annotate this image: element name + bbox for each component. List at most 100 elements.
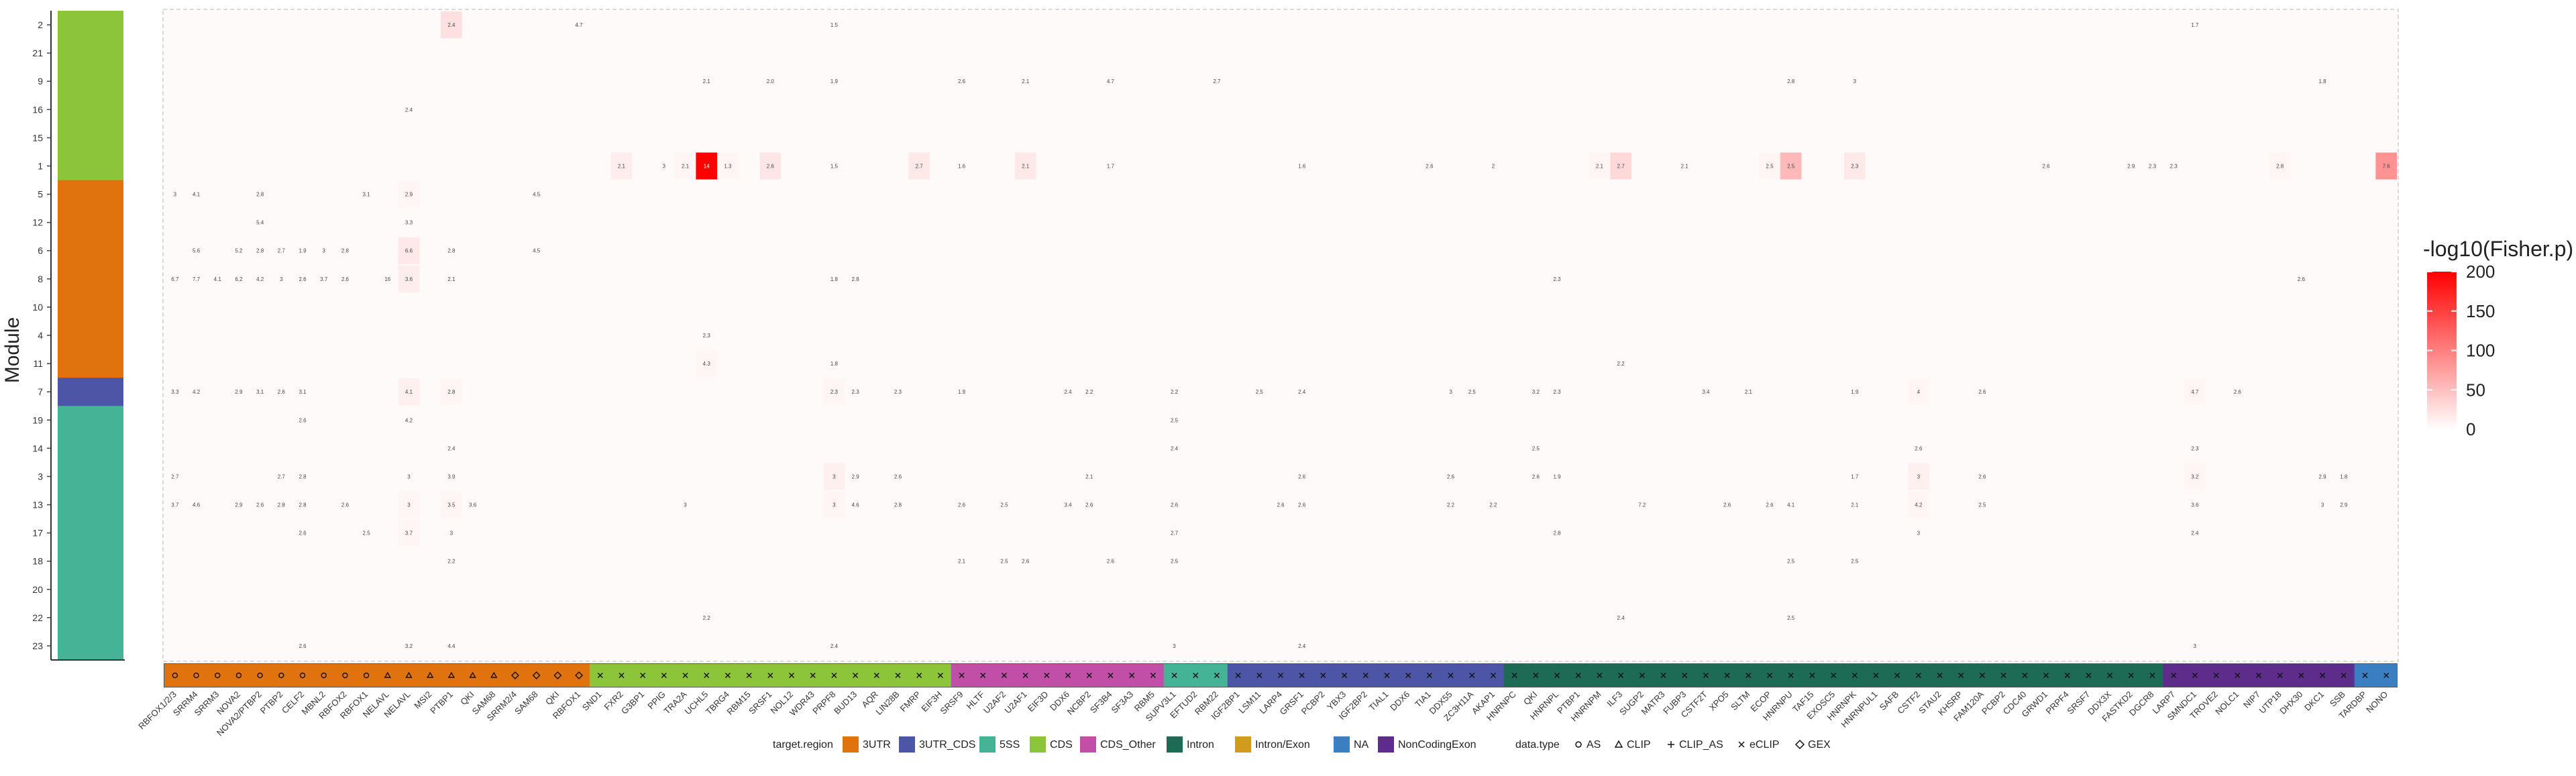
datatype-triangle-marker — [405, 671, 413, 678]
cell-label: 2.6 — [958, 502, 966, 508]
datatype-cross-marker — [1171, 673, 1177, 678]
cell-label: 2.3 — [830, 389, 839, 395]
datatype-cross-marker — [1703, 673, 1709, 678]
datatype-cross-marker — [873, 673, 879, 678]
heatmap-cell — [2375, 152, 2397, 180]
heatmap-cell — [1291, 491, 1313, 518]
datatype-cross-marker — [1766, 673, 1772, 678]
heatmap-cell — [1780, 491, 1802, 518]
cell-label: 2.4 — [447, 445, 455, 451]
cell-label: 1.9 — [958, 389, 966, 395]
cell-label: 2.4 — [1171, 445, 1179, 451]
heatmap-cell — [2312, 463, 2333, 490]
cell-label: 2.6 — [1171, 502, 1179, 508]
datatype-cross-marker — [1511, 673, 1517, 678]
module-swatch — [58, 95, 123, 124]
legend-tick-label: 0 — [2466, 419, 2475, 439]
module-swatch — [58, 208, 123, 237]
datatype-cross-marker — [1299, 673, 1305, 678]
heatmap-cell — [908, 152, 930, 180]
diamond-icon — [1794, 739, 1805, 750]
plot-background — [164, 11, 2397, 660]
heatmap-cell — [1163, 519, 1185, 547]
heatmap-cell — [823, 68, 845, 95]
cell-label: 2.9 — [852, 474, 860, 480]
datatype-cross-marker — [1362, 673, 1368, 678]
heatmap-cell — [292, 491, 313, 518]
module-swatch — [58, 490, 123, 520]
cell-label: 2.5 — [1256, 389, 1264, 395]
module-swatch — [58, 39, 123, 68]
heatmap-cell — [441, 632, 462, 659]
cell-label: 3 — [1917, 474, 1921, 480]
heatmap-cell — [292, 378, 313, 406]
cell-label: 3.1 — [299, 389, 307, 395]
cell-label: 2.7 — [916, 163, 924, 169]
heatmap-cell — [823, 11, 845, 39]
heatmap-cell — [398, 209, 420, 236]
region-legend-swatch — [1334, 736, 1350, 753]
cell-label: 4 — [1917, 389, 1921, 395]
module-swatch — [58, 123, 123, 153]
cell-label: 2.6 — [299, 643, 307, 649]
heatmap-cell — [1843, 378, 1866, 406]
heatmap-cell — [334, 237, 356, 264]
heatmap-cell — [2226, 378, 2249, 406]
heatmap-cell — [2332, 491, 2355, 518]
row-label: 5 — [38, 189, 43, 200]
datatype-legend-label: CLIP — [1627, 739, 1651, 751]
region-swatch — [356, 664, 378, 687]
cell-label: 2.1 — [1681, 163, 1689, 169]
heatmap-cell — [1440, 491, 1462, 518]
heatmap-cell — [1843, 463, 1866, 490]
datatype-cross-marker — [2213, 673, 2219, 678]
heatmap-cell — [1546, 265, 1568, 292]
datatype-cross-marker — [1426, 673, 1432, 678]
heatmap-cell — [1163, 435, 1185, 462]
cell-label: 2.5 — [1468, 389, 1477, 395]
heatmap-cell — [2184, 435, 2206, 462]
cell-label: 2.5 — [1787, 615, 1795, 621]
datatype-cross-marker — [1342, 673, 1348, 678]
heatmap-cell — [398, 491, 420, 518]
heatmap-cell — [313, 237, 335, 264]
region-swatch — [228, 664, 250, 687]
cell-label: 3.1 — [363, 192, 371, 198]
cell-label: 2.2 — [703, 615, 711, 621]
heatmap-cell — [717, 152, 739, 180]
cell-label: 2.6 — [1447, 474, 1455, 480]
cell-label: 2.1 — [1022, 78, 1030, 85]
heatmap-cell — [164, 463, 186, 490]
row-label: 1 — [38, 160, 43, 171]
datatype-cross-marker — [1193, 673, 1199, 678]
heatmap-cell — [696, 350, 718, 378]
heatmap-cell — [759, 152, 782, 180]
region-legend-swatch — [1167, 736, 1183, 753]
cell-label: 2.2 — [447, 559, 455, 565]
datatype-cross-marker — [1448, 673, 1454, 678]
row-label: 19 — [32, 414, 43, 425]
datatype-cross-marker — [1320, 673, 1326, 678]
cell-label: 3.6 — [2191, 502, 2199, 508]
datatype-cross-marker — [959, 673, 965, 678]
cell-label: 2.1 — [1085, 474, 1093, 480]
heatmap-cell — [1014, 152, 1036, 180]
heatmap-cell — [2290, 265, 2312, 292]
heatmap-cell — [845, 265, 866, 292]
heatmap-cell — [2332, 463, 2355, 490]
heatmap-cell — [823, 265, 845, 292]
datatype-circle-marker — [342, 672, 348, 679]
cell-label: 3.2 — [405, 643, 413, 649]
module-swatch — [58, 67, 123, 96]
row-label: 10 — [32, 302, 43, 313]
heatmap-cell — [823, 463, 845, 490]
cell-label: 2.3 — [2149, 163, 2157, 169]
cell-label: 2.7 — [171, 474, 179, 480]
datatype-legend-label: eCLIP — [1750, 739, 1779, 751]
datatype-cross-marker — [1469, 673, 1475, 678]
heatmap-cell — [1483, 491, 1504, 518]
module-swatch — [58, 378, 123, 406]
cell-label: 3.3 — [171, 389, 179, 395]
cell-label: 4.7 — [2191, 389, 2199, 395]
heatmap-cell — [398, 96, 420, 123]
